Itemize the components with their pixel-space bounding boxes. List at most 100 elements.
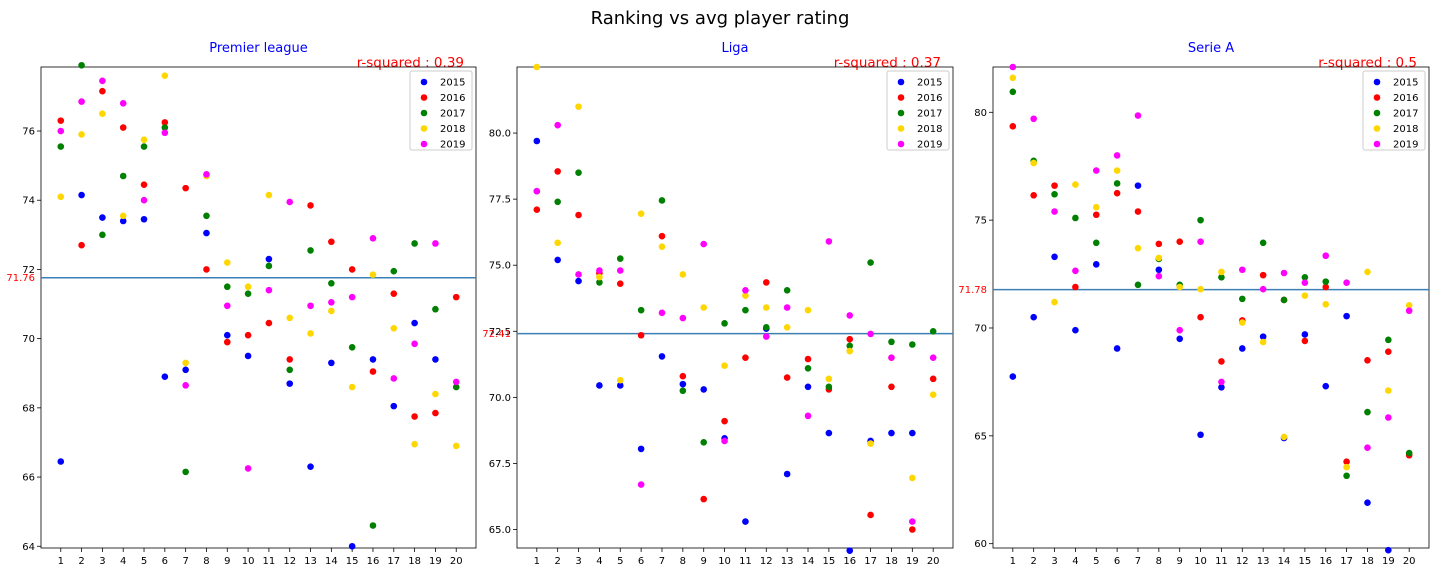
liga-point-2015 <box>804 383 812 391</box>
premier-league-point-2016 <box>78 241 85 249</box>
serie-a-point-2015 <box>1343 312 1350 320</box>
serie-a-point-2016 <box>1197 313 1204 321</box>
liga-point-2018 <box>867 440 874 447</box>
liga-point-2018 <box>909 474 916 482</box>
serie-a-x-tick-label: 18 <box>1361 556 1374 567</box>
premier-league-point-2019 <box>203 170 210 178</box>
serie-a-x-tick-label: 4 <box>1072 556 1078 567</box>
premier-league-point-2016 <box>432 409 439 417</box>
premier-league-point-2016 <box>161 119 169 126</box>
premier-league-point-2017 <box>244 290 252 297</box>
liga-point-2016 <box>554 168 561 175</box>
premier-league-point-2015 <box>390 402 398 410</box>
premier-league-point-2019 <box>411 340 418 348</box>
premier-league-legend-marker-2017 <box>420 109 428 117</box>
liga-point-2015 <box>700 386 708 393</box>
liga-legend-label-2017: 2017 <box>917 109 942 120</box>
liga-point-2015 <box>616 382 624 389</box>
premier-league-point-2016 <box>348 266 356 273</box>
premier-league-point-2015 <box>328 359 335 367</box>
liga-point-2016 <box>783 374 791 381</box>
liga-point-2017 <box>825 383 833 391</box>
liga-point-2016 <box>575 211 582 219</box>
serie-a-point-2017 <box>1113 180 1121 187</box>
premier-league-point-2015 <box>203 229 210 237</box>
serie-a-y-tick-label: 70 <box>974 323 987 334</box>
premier-league-point-2018 <box>223 259 231 266</box>
serie-a-y-tick-label: 65 <box>974 431 987 442</box>
liga-point-2017 <box>846 342 854 350</box>
serie-a-point-2015 <box>1238 345 1246 352</box>
serie-a-point-2016 <box>1030 192 1037 199</box>
premier-league-point-2017 <box>432 305 439 313</box>
liga-legend-marker-2018 <box>897 125 905 132</box>
premier-league-point-2017 <box>57 143 65 150</box>
liga-point-2016 <box>637 331 645 339</box>
premier-league-legend-marker-2016 <box>420 94 428 101</box>
premier-league-point-2017 <box>369 522 377 529</box>
serie-a-x-tick-label: 7 <box>1135 556 1141 567</box>
serie-a-point-2019 <box>1301 279 1309 286</box>
liga-point-2018 <box>929 391 937 399</box>
liga-point-2018 <box>554 239 561 247</box>
premier-league-point-2018 <box>265 191 273 199</box>
serie-a-x-tick-label: 16 <box>1319 556 1332 567</box>
serie-a-point-2017 <box>1280 296 1288 304</box>
serie-a-x-tick-label: 6 <box>1114 556 1120 567</box>
premier-league-point-2018 <box>411 440 418 448</box>
premier-league-point-2018 <box>182 359 189 367</box>
liga-y-tick-label: 75.0 <box>489 261 511 272</box>
serie-a-point-2018 <box>1113 167 1121 174</box>
premier-league-point-2017 <box>99 231 106 239</box>
serie-a-point-2015 <box>1364 499 1371 507</box>
premier-league-point-2019 <box>119 100 127 107</box>
liga-point-2015 <box>909 429 916 437</box>
premier-league-legend: 2015 2016 2017 2018 2019 <box>409 70 473 151</box>
liga-point-2019 <box>700 240 708 248</box>
serie-a-point-2018 <box>1343 463 1350 471</box>
serie-a-point-2016 <box>1113 189 1121 197</box>
serie-a-y-tick-label: 80 <box>974 108 987 119</box>
liga-legend-marker-2017 <box>897 109 905 117</box>
serie-a-point-2019 <box>1134 112 1142 119</box>
premier-league-point-2015 <box>369 356 377 363</box>
liga-point-2018 <box>700 304 708 311</box>
liga-point-2016 <box>846 335 854 343</box>
serie-a-point-2015 <box>1155 266 1163 274</box>
premier-league-point-2019 <box>390 375 398 382</box>
liga-point-2019 <box>888 354 895 362</box>
liga-x-tick-label: 3 <box>575 556 581 567</box>
liga-point-2018 <box>616 376 624 384</box>
serie-a-point-2019 <box>1030 115 1037 123</box>
serie-a-y-tick-label: 60 <box>974 539 987 550</box>
liga-point-2017 <box>616 255 624 262</box>
premier-league-point-2017 <box>78 61 85 69</box>
premier-league-point-2016 <box>328 238 335 246</box>
serie-a-point-2018 <box>1259 338 1267 346</box>
serie-a-point-2019 <box>1259 285 1267 293</box>
serie-a-point-2018 <box>1301 292 1309 299</box>
premier-league-point-2019 <box>57 127 65 135</box>
liga-point-2015 <box>637 445 645 453</box>
serie-a-legend-marker-2016 <box>1373 94 1381 101</box>
premier-league-point-2019 <box>328 299 335 306</box>
liga-x-tick-label: 2 <box>554 556 560 567</box>
serie-a-legend-label-2016: 2016 <box>1393 93 1418 104</box>
liga-point-2019 <box>679 314 687 322</box>
liga-x-tick-label: 20 <box>927 556 940 567</box>
liga-point-2016 <box>742 354 749 362</box>
liga-point-2016 <box>867 511 874 519</box>
serie-a-legend-marker-2018 <box>1373 125 1381 132</box>
liga-point-2019 <box>867 330 874 338</box>
liga-x-tick-label: 19 <box>906 556 919 567</box>
premier-league-point-2015 <box>223 331 231 339</box>
premier-league-point-2018 <box>307 330 314 337</box>
liga-point-2018 <box>762 304 770 311</box>
liga-point-2019 <box>721 437 728 445</box>
liga-legend-label-2015: 2015 <box>917 78 942 89</box>
serie-a-x-tick-label: 12 <box>1236 556 1249 567</box>
liga-legend-marker-2019 <box>897 140 905 148</box>
serie-a-point-2016 <box>1072 283 1079 291</box>
serie-a-legend-marker-2017 <box>1373 109 1381 117</box>
